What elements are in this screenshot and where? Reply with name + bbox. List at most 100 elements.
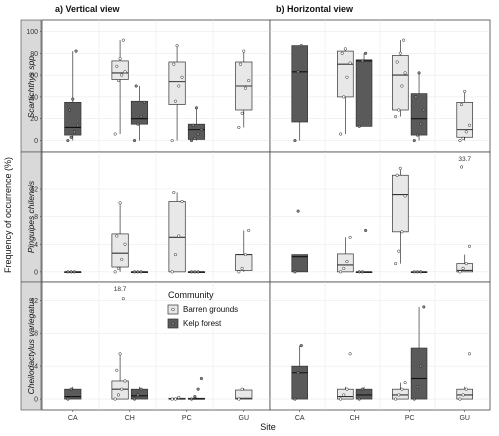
- box-2-horizontal-CA-kelp-iqr: [291, 365, 308, 400]
- x-axis-title: Site: [260, 422, 276, 432]
- box-0-vertical-CA-kelp-point-1: [69, 135, 73, 139]
- box-1-horizontal-PC-barren-point-0: [394, 262, 398, 266]
- box-2-vertical-PC-kelp-point-0: [189, 397, 194, 401]
- box-0-horizontal-CH-barren-point-4: [340, 51, 344, 55]
- box-1-vertical-GU-barren-point-1: [240, 266, 244, 270]
- legend-key-point-barren: [171, 307, 175, 312]
- box-0-vertical-PC-barren-point-2: [177, 84, 181, 88]
- box-2-horizontal-CH-barren-point-3: [348, 352, 352, 356]
- box-0-vertical-CH-barren-point-2: [120, 73, 124, 77]
- box-1-vertical-PC-kelp-point-2: [196, 270, 200, 274]
- box-0-vertical-GU-barren-point-3: [247, 78, 251, 83]
- box-0-horizontal-GU-barren-point-4: [459, 102, 464, 107]
- box-1-horizontal-CH-barren-iqr: [337, 253, 354, 273]
- box-1-horizontal-CH-barren-point-3: [348, 235, 352, 239]
- box-2-horizontal-CH-kelp-point-0: [357, 397, 361, 401]
- box-2-vertical-PC-barren-point-0: [170, 397, 174, 401]
- box-0-vertical-CH-barren-point-3: [123, 70, 127, 74]
- box-0-horizontal-PC-barren-point-1: [397, 108, 401, 112]
- box-2-vertical-CH-barren-point-6: [121, 297, 125, 301]
- box-2-vertical-GU-barren-point-0: [237, 397, 241, 401]
- box-1-horizontal-GU-barren-outlier-label: 33.7: [458, 156, 471, 163]
- box-1-horizontal-PC-barren-point-2: [400, 230, 404, 234]
- box-2-vertical-GU-barren-iqr: [235, 389, 253, 400]
- box-1-vertical-CH-barren-point-2: [120, 257, 124, 261]
- box-1-vertical-CA-kelp-point-0: [66, 270, 70, 274]
- box-1-horizontal-GU-barren-point-2: [464, 262, 468, 266]
- box-1-horizontal-PC-barren-point-5: [398, 166, 402, 170]
- box-2-vertical-PC-kelp-point-3: [199, 376, 203, 381]
- box-0-vertical-PC-barren-point-5: [175, 44, 179, 48]
- box-2-vertical-CH-barren-point-5: [118, 352, 122, 356]
- box-2-horizontal-PC-barren-point-1: [397, 393, 401, 397]
- box-2-vertical-CH-barren-point-1: [116, 393, 120, 397]
- box-0-horizontal-CH-barren-point-5: [343, 47, 347, 51]
- box-1-horizontal-GU-barren-point-3: [467, 244, 472, 248]
- box-2-horizontal-GU-barren-point-2: [464, 387, 468, 391]
- box-2-vertical-CH-kelp-point-0: [132, 397, 137, 401]
- box-0-vertical-PC-barren-point-0: [170, 138, 174, 143]
- box-1-vertical-PC-barren-point-4: [172, 190, 176, 195]
- x-tick-label-horizontal-PC: PC: [405, 415, 415, 422]
- x-tick-label-vertical-PC: PC: [182, 415, 192, 422]
- box-2-vertical-GU-barren-point-1: [240, 387, 244, 391]
- box-1-vertical-CH-barren-point-3: [123, 242, 127, 246]
- box-0-vertical-GU-barren-point-0: [237, 125, 241, 130]
- box-2-horizontal-PC-barren-point-3: [403, 381, 407, 385]
- box-0-vertical-CH-kelp-point-3: [142, 100, 146, 104]
- box-0-vertical-CA-kelp-point-4: [67, 108, 72, 112]
- box-1-horizontal-CH-barren-point-2: [345, 259, 349, 264]
- box-2-horizontal-CA-kelp-point-0: [293, 397, 297, 401]
- box-0-vertical-CA-kelp-point-3: [76, 123, 80, 127]
- box-0-horizontal-GU-barren-iqr: [456, 102, 473, 138]
- box-0-vertical-CA-kelp-point-2: [72, 130, 76, 134]
- box-0-vertical-CH-kelp-point-0: [132, 138, 137, 143]
- legend-label-kelp: Kelp forest: [183, 319, 222, 328]
- box-0-horizontal-CA-kelp-iqr: [291, 45, 308, 123]
- box-2-horizontal-GU-barren-point-1: [461, 393, 465, 397]
- box-1-vertical-CH-barren-iqr: [111, 233, 129, 268]
- box-0-horizontal-CH-barren-point-1: [342, 95, 346, 99]
- box-2-vertical-PC-barren-point-1: [173, 397, 177, 401]
- box-2-vertical-PC-kelp-point-2: [196, 387, 200, 391]
- box-2-vertical-CH-kelp-point-1: [136, 393, 140, 397]
- y-tick-label-2-1: 4: [34, 364, 38, 371]
- box-1-vertical-PC-barren-point-3: [180, 199, 184, 204]
- strip-label-2: Cheilodactylus variegatus: [26, 297, 36, 395]
- box-0-horizontal-PC-barren-point-4: [395, 60, 399, 64]
- box-0-vertical-GU-barren-point-1: [240, 111, 244, 115]
- box-0-vertical-CH-barren-point-4: [115, 64, 119, 68]
- box-0-vertical-CA-kelp-point-6: [74, 49, 78, 53]
- box-1-vertical-PC-barren-point-2: [177, 234, 181, 238]
- box-1-vertical-CA-kelp-point-2: [72, 270, 76, 274]
- box-2-vertical-CH-barren-iqr: [111, 380, 129, 400]
- box-0-horizontal-CA-kelp-point-1: [296, 70, 300, 74]
- box-1-horizontal-CH-kelp-point-0: [357, 270, 361, 274]
- y-tick-label-2-0: 0: [34, 397, 38, 404]
- box-0-vertical-PC-kelp-point-3: [199, 128, 203, 132]
- strip-label-0: Scartichthys spp.: [26, 54, 36, 119]
- box-2-horizontal-CH-barren-point-1: [342, 393, 346, 397]
- box-2-horizontal-PC-kelp-iqr: [410, 347, 428, 400]
- box-0-vertical-CH-kelp-point-1: [136, 122, 140, 126]
- box-0-horizontal-PC-barren-point-6: [401, 38, 406, 42]
- legend-title: Community: [168, 290, 214, 300]
- box-1-vertical-GU-barren-point-0: [237, 270, 241, 274]
- box-2-horizontal-PC-barren-point-2: [400, 387, 404, 391]
- box-1-horizontal-CH-kelp-point-2: [364, 228, 368, 233]
- x-tick-label-vertical-CA: CA: [68, 415, 78, 422]
- box-1-vertical-CA-kelp-point-1: [69, 270, 73, 274]
- column-title-horizontal: b) Horizontal view: [276, 4, 354, 14]
- box-2-horizontal-GU-barren-iqr: [456, 388, 473, 400]
- box-0-horizontal-CH-kelp-point-2: [364, 51, 368, 55]
- box-0-vertical-CH-kelp-iqr: [130, 100, 149, 125]
- x-tick-label-horizontal-CA: CA: [295, 415, 305, 422]
- box-1-horizontal-PC-barren-point-1: [397, 249, 401, 253]
- box-2-horizontal-CA-kelp-point-1: [296, 371, 300, 375]
- box-1-vertical-CH-barren-point-5: [118, 201, 122, 205]
- box-1-horizontal-PC-barren-point-4: [395, 173, 399, 177]
- box-2-horizontal-PC-barren-iqr: [392, 388, 409, 400]
- x-tick-label-vertical-CH: CH: [125, 415, 135, 422]
- box-0-horizontal-GU-barren-point-2: [464, 130, 468, 134]
- box-0-vertical-CH-barren-point-0: [113, 132, 117, 136]
